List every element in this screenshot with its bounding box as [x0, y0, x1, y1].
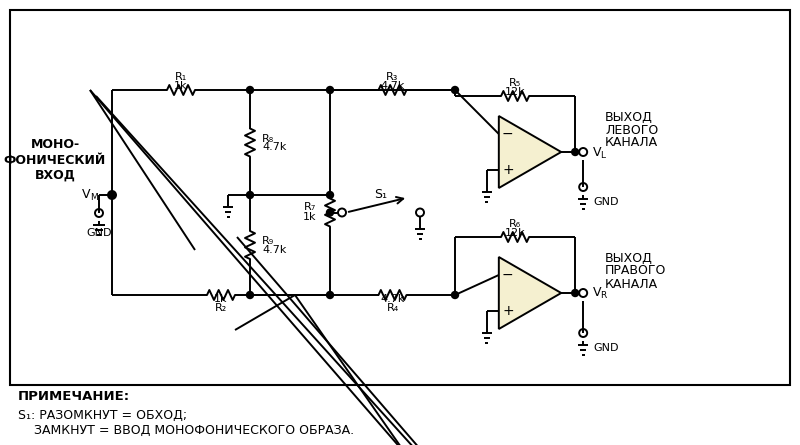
Text: КАНАЛА: КАНАЛА — [605, 137, 658, 150]
Text: 12k: 12k — [505, 87, 526, 97]
Text: R₂: R₂ — [215, 303, 227, 313]
Text: L: L — [600, 150, 605, 159]
Text: S₁: РАЗОМКНУТ = ОБХОД;: S₁: РАЗОМКНУТ = ОБХОД; — [18, 409, 187, 421]
Text: GND: GND — [593, 197, 618, 207]
Text: R₆: R₆ — [509, 219, 521, 229]
Circle shape — [326, 86, 334, 93]
Text: МОНО-: МОНО- — [30, 138, 79, 151]
Polygon shape — [499, 116, 561, 188]
Text: ЛЕВОГО: ЛЕВОГО — [605, 124, 658, 137]
Text: ВЫХОД: ВЫХОД — [605, 251, 653, 264]
Text: −: − — [502, 268, 514, 282]
Text: R₇: R₇ — [304, 202, 316, 211]
Text: V: V — [593, 287, 602, 299]
Text: ФОНИЧЕСКИЙ: ФОНИЧЕСКИЙ — [4, 154, 106, 166]
Circle shape — [246, 191, 254, 198]
Text: 1k: 1k — [174, 81, 188, 91]
Text: R₅: R₅ — [509, 78, 521, 88]
Text: 12k: 12k — [505, 228, 526, 238]
Text: 4.7k: 4.7k — [380, 294, 405, 304]
Circle shape — [109, 191, 115, 198]
Circle shape — [326, 291, 334, 299]
Text: R₉: R₉ — [262, 236, 274, 246]
Text: 4.7k: 4.7k — [262, 142, 286, 153]
Circle shape — [572, 149, 578, 155]
Circle shape — [326, 209, 334, 216]
Text: GND: GND — [86, 228, 112, 238]
Circle shape — [451, 86, 458, 93]
Text: R₄: R₄ — [386, 303, 398, 313]
Text: +: + — [502, 304, 514, 318]
Text: 4.7k: 4.7k — [262, 245, 286, 255]
Text: ЗАМКНУТ = ВВОД МОНОФОНИЧЕСКОГО ОБРАЗА.: ЗАМКНУТ = ВВОД МОНОФОНИЧЕСКОГО ОБРАЗА. — [18, 424, 354, 437]
Text: R₃: R₃ — [386, 72, 398, 82]
Text: M: M — [90, 194, 98, 202]
Text: ПРИМЕЧАНИЕ:: ПРИМЕЧАНИЕ: — [18, 391, 130, 404]
Text: 1k: 1k — [302, 211, 316, 222]
Text: +: + — [502, 163, 514, 177]
Text: V: V — [82, 189, 90, 202]
Text: ВЫХОД: ВЫХОД — [605, 110, 653, 124]
Text: ВХОД: ВХОД — [34, 169, 75, 182]
Text: 1k: 1k — [214, 294, 228, 304]
Circle shape — [326, 191, 334, 198]
Text: −: − — [502, 127, 514, 141]
Text: V: V — [593, 146, 602, 158]
Circle shape — [572, 290, 578, 296]
Polygon shape — [499, 257, 561, 329]
Text: R₈: R₈ — [262, 134, 274, 143]
Circle shape — [451, 291, 458, 299]
Text: GND: GND — [593, 343, 618, 353]
Circle shape — [246, 86, 254, 93]
Text: R₁: R₁ — [175, 72, 187, 82]
Text: S₁: S₁ — [374, 188, 387, 201]
Circle shape — [246, 291, 254, 299]
Text: ПРАВОГО: ПРАВОГО — [605, 264, 666, 278]
Text: R: R — [600, 291, 606, 300]
Text: 4.7k: 4.7k — [380, 81, 405, 91]
Text: КАНАЛА: КАНАЛА — [605, 278, 658, 291]
